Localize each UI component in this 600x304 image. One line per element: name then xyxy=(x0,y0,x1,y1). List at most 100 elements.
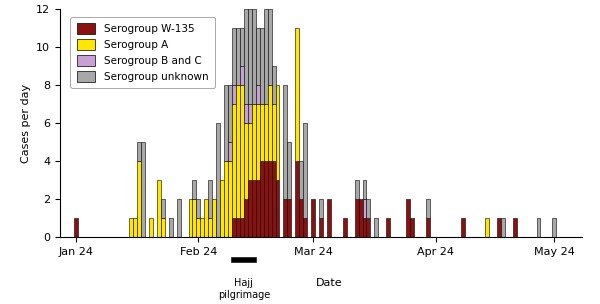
Bar xyxy=(299,199,303,237)
Bar xyxy=(362,180,367,199)
Bar xyxy=(232,218,236,237)
Bar xyxy=(268,161,272,237)
Bar xyxy=(386,218,390,237)
Bar xyxy=(74,218,78,237)
Bar xyxy=(311,199,315,237)
Bar xyxy=(299,161,303,199)
Bar xyxy=(232,28,236,85)
Bar xyxy=(240,85,244,218)
Bar xyxy=(263,104,268,161)
Bar xyxy=(188,199,193,237)
Bar xyxy=(268,9,272,85)
Bar xyxy=(244,9,248,104)
Bar xyxy=(374,218,379,237)
Bar xyxy=(283,85,287,199)
Bar xyxy=(244,123,248,199)
Bar xyxy=(426,199,430,218)
Bar xyxy=(260,104,263,161)
Bar xyxy=(359,199,362,237)
Bar xyxy=(355,199,359,237)
Bar xyxy=(216,123,220,237)
Text: Hajj
pilgrimage: Hajj pilgrimage xyxy=(218,278,270,300)
Bar xyxy=(272,161,275,237)
Bar xyxy=(161,199,165,218)
Bar xyxy=(212,199,216,237)
Bar xyxy=(256,104,260,180)
Bar xyxy=(193,199,196,237)
Bar xyxy=(208,218,212,237)
Bar xyxy=(295,161,299,237)
Bar xyxy=(260,28,263,104)
Bar xyxy=(275,85,280,180)
Bar xyxy=(252,104,256,180)
Bar xyxy=(287,142,292,199)
Bar xyxy=(137,142,141,161)
Bar xyxy=(252,180,256,237)
Bar xyxy=(513,218,517,237)
Bar xyxy=(287,199,292,237)
Bar xyxy=(275,180,280,237)
Bar xyxy=(303,123,307,218)
Bar xyxy=(260,161,263,237)
Bar xyxy=(224,85,228,161)
Bar xyxy=(263,9,268,104)
Bar xyxy=(362,218,367,237)
Bar xyxy=(232,104,236,218)
Bar xyxy=(248,123,252,180)
Bar xyxy=(228,161,232,237)
Bar xyxy=(208,180,212,218)
Bar xyxy=(343,218,347,237)
Bar xyxy=(362,199,367,218)
Bar xyxy=(205,199,208,237)
Bar xyxy=(461,218,466,237)
Bar xyxy=(536,218,541,237)
Bar xyxy=(367,218,370,237)
Y-axis label: Cases per day: Cases per day xyxy=(20,84,31,163)
Bar xyxy=(228,85,232,142)
Bar xyxy=(256,28,260,85)
Bar xyxy=(244,104,248,123)
Bar xyxy=(252,9,256,104)
Bar xyxy=(319,218,323,237)
Bar xyxy=(236,218,240,237)
Bar xyxy=(193,180,196,199)
Bar xyxy=(272,66,275,104)
Bar xyxy=(236,85,240,218)
Text: Date: Date xyxy=(316,278,342,288)
Bar xyxy=(272,104,275,161)
Bar xyxy=(497,218,501,237)
Bar xyxy=(485,218,489,237)
Bar xyxy=(129,218,133,237)
Bar xyxy=(410,218,414,237)
Bar xyxy=(367,199,370,218)
Bar xyxy=(319,199,323,218)
Bar xyxy=(220,180,224,237)
Legend: Serogroup W-135, Serogroup A, Serogroup B and C, Serogroup unknown: Serogroup W-135, Serogroup A, Serogroup … xyxy=(70,17,215,88)
Bar xyxy=(137,161,141,237)
Bar xyxy=(426,218,430,237)
Bar xyxy=(244,199,248,237)
Bar xyxy=(161,218,165,237)
Bar xyxy=(268,85,272,161)
Bar xyxy=(303,218,307,237)
Bar xyxy=(248,9,252,104)
Bar xyxy=(236,28,240,85)
Bar xyxy=(248,180,252,237)
Bar xyxy=(406,199,410,237)
Bar xyxy=(295,28,299,161)
Bar xyxy=(327,199,331,237)
Bar xyxy=(169,218,173,237)
Bar xyxy=(256,85,260,104)
Bar xyxy=(283,199,287,237)
Bar xyxy=(224,161,228,237)
Bar xyxy=(355,180,359,199)
Bar xyxy=(232,85,236,104)
Bar xyxy=(228,142,232,161)
Bar xyxy=(176,199,181,237)
Bar xyxy=(553,218,556,237)
Bar xyxy=(263,161,268,237)
Bar xyxy=(256,180,260,237)
Bar xyxy=(240,218,244,237)
Bar xyxy=(133,218,137,237)
Bar xyxy=(141,142,145,237)
